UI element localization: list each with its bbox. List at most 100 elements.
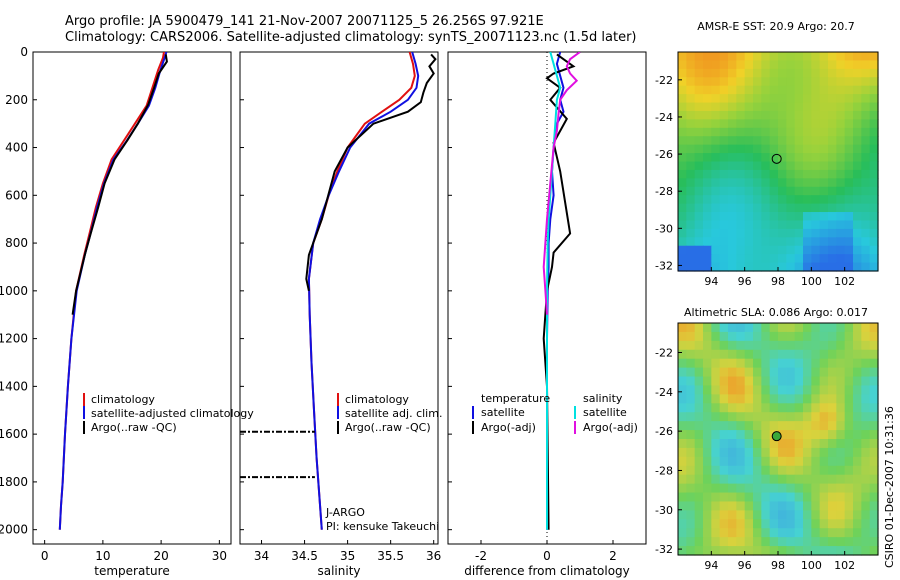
map-cell (686, 323, 696, 333)
map-cell (836, 52, 846, 62)
map-cell (703, 349, 712, 360)
map-cell (769, 127, 779, 137)
map-y-tick-label: -32 (655, 543, 673, 556)
map-cell (869, 537, 879, 547)
map-cell (728, 394, 737, 404)
map-cell (753, 195, 762, 205)
map-cell (869, 376, 879, 387)
map-cell (794, 153, 804, 163)
map-cell (828, 510, 837, 520)
map-y-tick-label: -30 (655, 504, 673, 517)
map-cell (694, 119, 704, 129)
map-cell (736, 237, 746, 247)
map-cell (753, 430, 762, 440)
map-cell (761, 186, 771, 196)
map-cell (744, 358, 754, 369)
map-x-tick-label: 98 (771, 275, 785, 288)
depth-tick-label: 600 (5, 188, 28, 202)
map-cell (678, 528, 687, 538)
map-cell (719, 519, 729, 529)
map-cell (811, 474, 821, 485)
map-cell (703, 228, 712, 238)
map-cell (678, 340, 687, 351)
map-cell (703, 220, 712, 230)
map-cell (711, 127, 721, 137)
map-cell (744, 323, 754, 333)
map-cell (736, 528, 746, 538)
map-cell (753, 203, 762, 213)
map-cell (853, 421, 862, 431)
map-cell (819, 144, 829, 154)
map-cell (869, 519, 879, 529)
map-cell (744, 412, 754, 422)
map-cell (819, 52, 829, 62)
map-cell (744, 331, 754, 342)
map-cell (703, 203, 712, 213)
map-cell (794, 483, 804, 494)
map-x-tick-label: 102 (834, 559, 855, 572)
difference-legend: temperature salinity satellite Argo(-adj… (472, 392, 638, 434)
map-cell (678, 349, 687, 360)
map-cell (803, 220, 812, 230)
map-cell (744, 492, 754, 503)
map-cell (819, 331, 829, 342)
map-cell (794, 323, 804, 333)
map-cell (719, 474, 729, 485)
map-cell (703, 421, 712, 431)
map-cell (761, 178, 771, 188)
map-cell (794, 349, 804, 360)
map-cell (778, 144, 787, 154)
map-cell (703, 456, 712, 467)
map-cell (794, 385, 804, 395)
map-cell (711, 456, 721, 467)
map-cell (744, 77, 754, 87)
map-cell (678, 68, 687, 78)
map-cell (828, 212, 837, 222)
map-cell (819, 119, 829, 129)
map-cell (794, 52, 804, 62)
map-cell (694, 186, 704, 196)
map-cell (869, 254, 879, 264)
map-cell (819, 474, 829, 485)
map-cell (728, 537, 737, 547)
map-cell (803, 358, 812, 369)
map-cell (728, 254, 737, 264)
map-cell (869, 421, 879, 431)
map-cell (828, 323, 837, 333)
map-cell (811, 186, 821, 196)
map-cell (853, 465, 862, 476)
map-cell (861, 385, 871, 395)
map-cell (769, 447, 779, 458)
map-cell (794, 102, 804, 112)
map-cell (686, 102, 696, 112)
map-cell (694, 136, 704, 146)
map-cell (678, 237, 687, 247)
map-cell (853, 220, 862, 230)
map-cell (853, 144, 862, 154)
map-cell (694, 349, 704, 360)
map-cell (778, 340, 787, 351)
map-cell (711, 376, 721, 387)
map-cell (786, 52, 796, 62)
map-cell (678, 331, 687, 342)
map-cell (853, 474, 862, 485)
map-cell (803, 254, 812, 264)
depth-tick-label: 400 (5, 141, 28, 155)
map-cell (853, 528, 862, 538)
map-cell (811, 110, 821, 120)
map-cell (694, 110, 704, 120)
map-cell (728, 262, 737, 272)
map-cell (778, 546, 787, 556)
map-cell (736, 110, 746, 120)
depth-tick-label: 1200 (0, 332, 28, 346)
map-cell (686, 220, 696, 230)
map-cell (678, 483, 687, 494)
map-cell (794, 510, 804, 520)
map-cell (861, 447, 871, 458)
map-cell (811, 220, 821, 230)
map-cell (711, 492, 721, 503)
x-tick-label: 35 (340, 549, 355, 563)
map-cell (711, 102, 721, 112)
map-cell (694, 519, 704, 529)
map-cell (828, 245, 837, 255)
